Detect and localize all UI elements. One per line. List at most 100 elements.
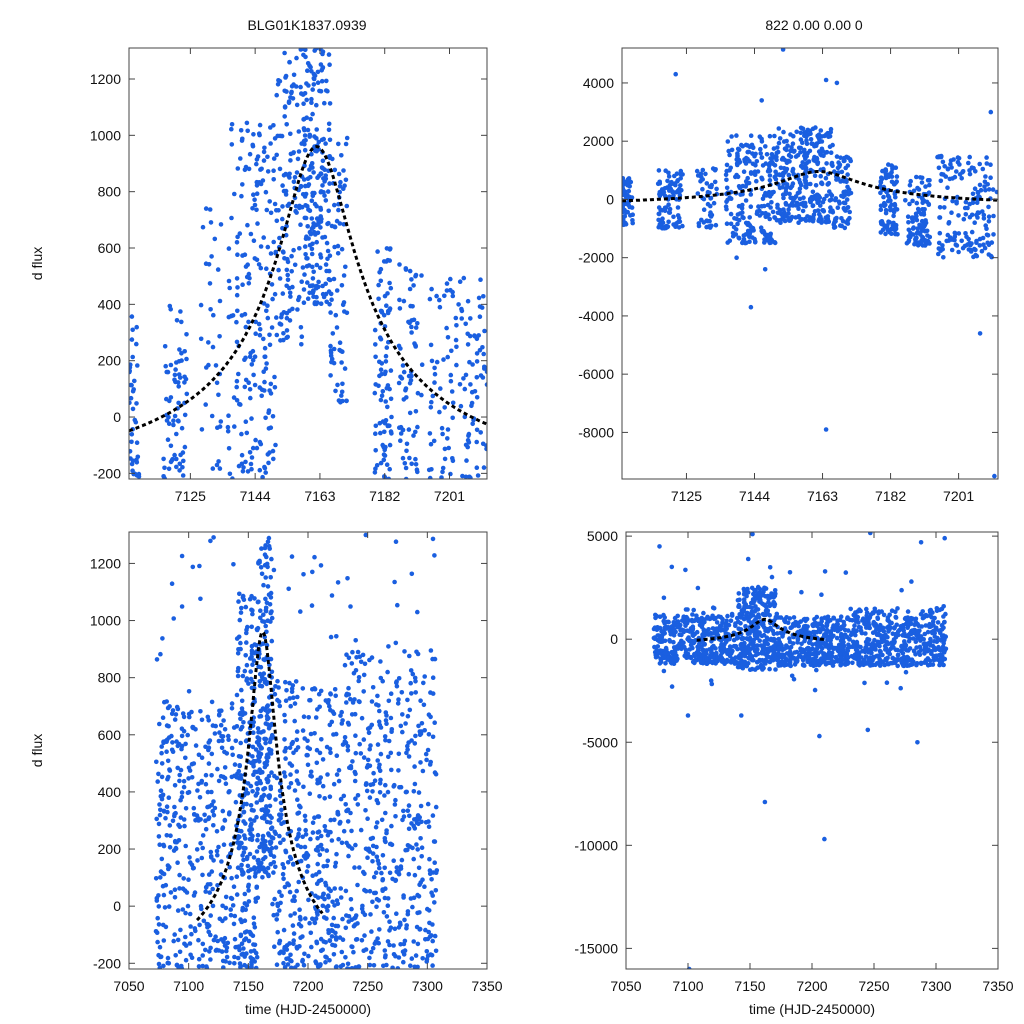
data-point: [154, 657, 160, 662]
data-point: [294, 210, 299, 215]
data-point: [672, 181, 677, 187]
data-point: [421, 680, 426, 686]
data-point: [340, 718, 345, 723]
data-point: [339, 840, 345, 846]
data-point: [345, 576, 350, 581]
data-point: [386, 698, 392, 704]
data-point: [262, 552, 268, 557]
data-point: [342, 662, 348, 668]
data-point: [263, 575, 269, 580]
data-point: [396, 697, 401, 702]
data-point: [338, 886, 344, 891]
data-point: [747, 215, 752, 220]
data-point: [315, 780, 320, 786]
data-point: [772, 603, 777, 609]
data-point: [244, 120, 250, 126]
data-point: [243, 821, 248, 826]
data-point: [252, 942, 258, 948]
data-point: [257, 778, 263, 784]
data-point: [282, 884, 288, 890]
data-point: [378, 659, 383, 664]
data-point: [678, 171, 683, 177]
data-point: [386, 754, 391, 760]
data-point: [172, 783, 178, 788]
data-point: [329, 838, 335, 843]
data-point: [886, 162, 891, 167]
data-point: [172, 838, 178, 844]
data-point: [381, 457, 387, 463]
data-point: [204, 365, 209, 370]
data-point: [912, 215, 917, 220]
data-point: [377, 708, 382, 714]
data-point: [982, 184, 987, 189]
data-point: [290, 306, 295, 312]
data-point: [484, 369, 487, 374]
data-point: [390, 965, 395, 969]
data-point: [981, 242, 986, 247]
data-point: [724, 221, 730, 226]
data-point: [153, 929, 159, 934]
data-point: [283, 848, 288, 854]
data-point: [310, 820, 316, 825]
data-point: [937, 205, 943, 210]
data-point: [272, 201, 278, 207]
data-point: [373, 448, 379, 453]
data-point: [351, 923, 357, 929]
data-point: [791, 615, 797, 620]
data-point: [168, 395, 174, 400]
data-point: [428, 648, 434, 653]
data-point: [206, 747, 211, 753]
data-point: [310, 916, 315, 921]
data-point: [467, 474, 472, 479]
data-point: [938, 178, 944, 184]
data-point: [248, 823, 253, 829]
data-point: [700, 640, 706, 645]
data-point: [406, 871, 412, 877]
data-point: [378, 460, 384, 466]
data-point: [954, 169, 959, 174]
data-point: [286, 201, 292, 207]
data-point: [304, 869, 310, 874]
data-point: [173, 379, 178, 385]
data-point: [326, 127, 332, 133]
data-point: [444, 288, 450, 293]
data-point: [326, 121, 332, 127]
x-tick-label: 7050: [113, 978, 144, 994]
data-point: [834, 177, 839, 182]
data-point: [333, 731, 339, 737]
data-point: [260, 619, 265, 624]
data-point: [300, 834, 306, 840]
data-point: [349, 906, 354, 912]
data-point: [743, 198, 749, 203]
x-tick-label: 7150: [233, 978, 264, 994]
data-point: [326, 277, 332, 282]
data-point: [259, 393, 265, 399]
data-point: [767, 178, 773, 183]
data-point: [293, 747, 299, 753]
data-point: [310, 111, 315, 117]
data-point: [906, 237, 912, 243]
data-point: [325, 832, 331, 838]
data-point: [258, 167, 263, 172]
outlier-point: [992, 473, 997, 479]
data-point: [353, 965, 358, 969]
data-point: [294, 102, 300, 108]
data-point: [794, 129, 799, 135]
data-point: [229, 701, 235, 706]
data-point: [289, 253, 294, 259]
data-point: [474, 359, 480, 364]
data-point: [183, 741, 188, 747]
data-point: [177, 872, 182, 878]
data-point: [221, 939, 226, 945]
data-point: [407, 410, 413, 416]
data-point: [831, 225, 837, 230]
data-point: [249, 362, 255, 367]
data-point: [787, 636, 792, 641]
data-point: [291, 695, 296, 700]
data-point: [251, 915, 257, 920]
data-point: [260, 875, 265, 880]
data-point: [257, 122, 263, 128]
data-point: [252, 769, 258, 775]
data-point: [388, 396, 394, 402]
data-point: [758, 225, 764, 230]
